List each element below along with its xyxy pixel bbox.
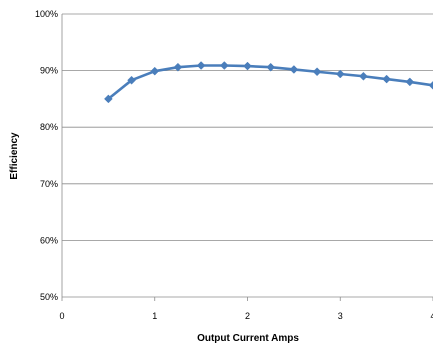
data-point	[104, 94, 113, 104]
data-point	[196, 61, 206, 70]
data-point	[335, 69, 345, 79]
data-point	[173, 62, 183, 72]
y-tick-label: 50%	[40, 292, 58, 302]
x-tick-label: 2	[245, 311, 250, 321]
gridlines	[62, 13, 433, 298]
y-tick-label: 100%	[35, 9, 58, 19]
axes	[61, 14, 433, 301]
x-tick-label: 1	[152, 311, 157, 321]
y-tick-label: 60%	[40, 235, 58, 245]
data-point	[127, 75, 136, 85]
x-tick-label: 0	[59, 311, 64, 321]
x-axis-title: Output Current Amps	[197, 333, 299, 344]
data-point	[359, 71, 368, 81]
data-point	[219, 61, 229, 70]
x-tick-label: 4	[430, 311, 433, 321]
data-point	[428, 80, 433, 90]
x-tick-label: 3	[338, 311, 343, 321]
data-point	[150, 66, 160, 76]
series-layer	[104, 61, 433, 104]
y-tick-label: 70%	[40, 179, 58, 189]
data-point	[312, 67, 322, 77]
x-tick-labels: 0 1 2 3 4	[59, 311, 433, 321]
data-point	[266, 62, 276, 72]
data-point	[243, 61, 252, 71]
data-point	[382, 74, 391, 84]
y-axis-title: Efficiency	[9, 132, 20, 180]
data-point	[405, 77, 415, 87]
y-tick-label: 80%	[40, 122, 58, 132]
data-point	[289, 65, 299, 74]
y-tick-labels: 50% 60% 70% 80% 90% 100%	[35, 9, 58, 302]
y-tick-label: 90%	[40, 66, 58, 76]
